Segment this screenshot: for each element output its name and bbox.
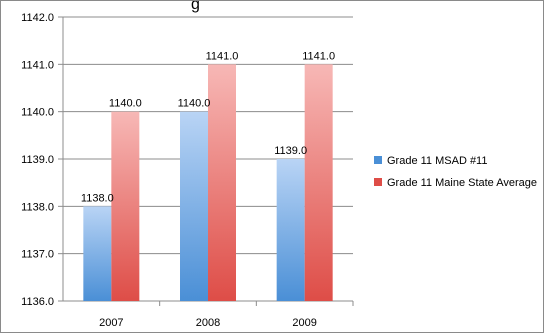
bar-msad-2008 xyxy=(180,111,208,302)
data-label: 1140.0 xyxy=(178,98,211,110)
legend-swatch-state-average xyxy=(374,178,382,186)
y-tick-label: 1141.0 xyxy=(21,59,54,71)
legend-label-msad: Grade 11 MSAD #11 xyxy=(387,155,487,167)
data-label: 1139.0 xyxy=(274,145,307,157)
x-tick-label: 2009 xyxy=(292,317,316,329)
x-tick-label: 2008 xyxy=(196,317,220,329)
bar-msad-2007 xyxy=(83,206,112,301)
y-tick-label: 1136.0 xyxy=(21,296,54,308)
legend: Grade 11 MSAD #11 Grade 11 Maine State A… xyxy=(374,155,537,189)
y-tick-label: 1142.0 xyxy=(21,12,54,24)
y-tick-label: 1137.0 xyxy=(21,249,54,261)
data-labels: 1138.0 1140.0 1140.0 1141.0 1139.0 1141.0 xyxy=(81,50,335,204)
y-tick-label: 1138.0 xyxy=(21,201,54,213)
bar-state-average-2007 xyxy=(111,111,140,302)
bar-state-average-2009 xyxy=(304,64,333,301)
legend-label-state-average: Grade 11 Maine State Average xyxy=(387,177,537,189)
chart-title-fragment: g xyxy=(191,1,200,13)
data-label: 1141.0 xyxy=(302,50,335,62)
y-tick-label: 1140.0 xyxy=(21,107,54,119)
bar-msad-2009 xyxy=(276,159,305,301)
x-axis-ticks: 2007 2008 2009 xyxy=(99,317,317,329)
bar-state-average-2008 xyxy=(208,64,236,301)
data-label: 1138.0 xyxy=(81,192,114,204)
bars xyxy=(83,64,333,302)
y-tick-label: 1139.0 xyxy=(21,154,54,166)
data-label: 1140.0 xyxy=(109,98,142,110)
x-tick-label: 2007 xyxy=(99,317,123,329)
legend-swatch-msad xyxy=(374,156,382,164)
y-axis-ticks: 1136.0 1137.0 1138.0 1139.0 1140.0 1141.0 1142… xyxy=(21,12,54,308)
data-label: 1141.0 xyxy=(206,50,239,62)
